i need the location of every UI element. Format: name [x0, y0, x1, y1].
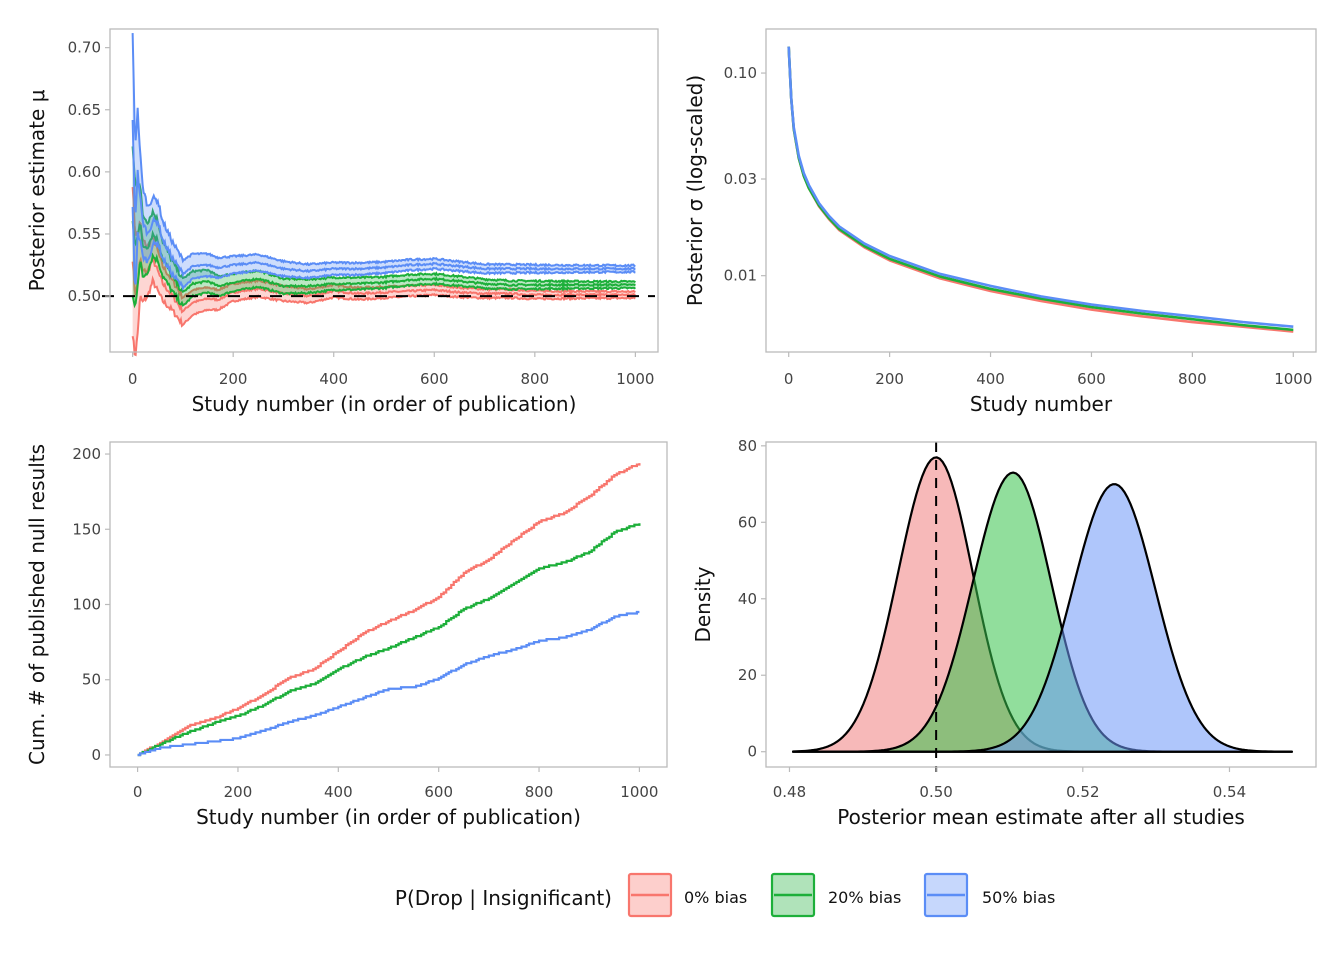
panel-posterior-sigma: 0 200 400 600 800 1000 0.01 0.03 0.10 Study numb…	[683, 28, 1317, 416]
y-tick-label: 80	[738, 437, 757, 455]
y-tick-label: 100	[72, 596, 101, 614]
x-tick-label: 1000	[616, 370, 654, 388]
x-tick-label: 800	[525, 783, 554, 801]
x-tick-label: 600	[420, 370, 449, 388]
upper-line-50pct	[131, 33, 636, 268]
x-axis-title: Study number	[970, 392, 1113, 416]
mean-line-50pct	[131, 120, 636, 278]
x-axis-title: Posterior mean estimate after all studie…	[837, 805, 1245, 829]
x-tick-label: 0.48	[773, 783, 806, 801]
legend-label-0pct: 0% bias	[684, 888, 747, 907]
y-tick-label: 0	[91, 746, 101, 764]
y-tick-label: 0.60	[68, 163, 101, 181]
x-tick-label: 200	[224, 783, 253, 801]
cumulative-line-0pct	[137, 463, 641, 757]
y-axis-title: Posterior estimate μ	[25, 89, 49, 291]
y-tick-label: 0	[747, 743, 757, 761]
x-tick-label: 800	[1178, 370, 1207, 388]
y-tick-label: 0.03	[724, 170, 757, 188]
lower-line-50pct	[131, 206, 636, 291]
sigma-line-0pct	[787, 46, 1294, 333]
mean-line-20pct	[131, 220, 636, 294]
plot-area	[102, 33, 655, 357]
y-tick-label: 0.65	[68, 101, 101, 119]
y-tick-label: 0.55	[68, 225, 101, 243]
legend-item-0pct[interactable]: 0% bias	[627, 872, 747, 918]
x-tick-label: 200	[219, 370, 248, 388]
panel-posterior-density: 0.48 0.50 0.52 0.54 0 20 40 60 80 Posterior mean…	[691, 437, 1317, 829]
y-tick-label: 150	[72, 520, 101, 538]
y-tick-label: 40	[738, 590, 757, 608]
y-tick-label: 50	[82, 671, 101, 689]
panel-posterior-mu: 0 200 400 600 800 1000 0.50 0.55 0.60 0.65 0.70 St…	[25, 28, 659, 416]
legend-label-50pct: 50% bias	[982, 888, 1055, 907]
plot-area	[137, 463, 641, 757]
panel-frame	[765, 441, 1317, 768]
sigma-line-50pct	[787, 46, 1294, 328]
x-tick-label: 600	[1077, 370, 1106, 388]
cumulative-line-20pct	[137, 523, 641, 757]
panel-frame	[765, 28, 1317, 353]
band-50pct	[132, 33, 636, 289]
y-tick-label: 0.50	[68, 287, 101, 305]
x-tick-label: 800	[521, 370, 550, 388]
x-tick-label: 0.54	[1213, 783, 1246, 801]
panel-cumulative-nulls: 0 200 400 600 800 1000 0 50 100 150 200 Study numb…	[25, 441, 668, 829]
plot-area	[787, 46, 1294, 333]
panel-frame	[109, 441, 668, 768]
x-tick-label: 0.50	[919, 783, 952, 801]
y-axis-title: Density	[691, 566, 715, 642]
x-tick-label: 400	[976, 370, 1005, 388]
y-tick-label: 0.01	[724, 267, 757, 285]
lower-line-0pct	[131, 275, 636, 357]
x-tick-label: 400	[324, 783, 353, 801]
legend-item-50pct[interactable]: 50% bias	[923, 872, 1055, 918]
x-tick-label: 1000	[1274, 370, 1312, 388]
legend-title: P(Drop | Insignificant)	[395, 886, 612, 910]
x-tick-label: 600	[424, 783, 453, 801]
y-tick-label: 20	[738, 666, 757, 684]
x-axis-title: Study number (in order of publication)	[192, 392, 577, 416]
y-tick-label: 0.70	[68, 39, 101, 57]
axes: 0 200 400 600 800 1000 0.01 0.03 0.10	[724, 64, 1313, 388]
axes: 0 200 400 600 800 1000 0.50 0.55 0.60 0.65 0.70	[68, 39, 655, 388]
x-tick-label: 1000	[620, 783, 658, 801]
x-tick-label: 0	[128, 370, 138, 388]
axes: 0.48 0.50 0.52 0.54 0 20 40 60 80	[738, 437, 1246, 801]
x-tick-label: 200	[875, 370, 904, 388]
legend-label-20pct: 20% bias	[828, 888, 901, 907]
lower-line-20pct	[131, 252, 636, 309]
x-axis-title: Study number (in order of publication)	[196, 805, 581, 829]
y-axis-title: Posterior σ (log-scaled)	[683, 75, 707, 306]
upper-line-20pct	[131, 146, 636, 285]
y-tick-label: 0.10	[724, 64, 757, 82]
y-axis-title: Cum. # of published null results	[25, 444, 49, 765]
x-tick-label: 400	[319, 370, 348, 388]
x-tick-label: 0	[133, 783, 143, 801]
axes: 0 200 400 600 800 1000 0 50 100 150 200	[72, 445, 658, 801]
x-tick-label: 0	[784, 370, 794, 388]
y-tick-label: 60	[738, 513, 757, 531]
cumulative-line-50pct	[137, 610, 640, 757]
legend-item-20pct[interactable]: 20% bias	[770, 872, 901, 918]
plot-area	[792, 442, 1293, 772]
sigma-line-20pct	[787, 46, 1294, 332]
y-tick-label: 200	[72, 445, 101, 463]
density-50pct	[792, 483, 1293, 753]
panel-frame	[109, 28, 659, 353]
x-tick-label: 0.52	[1066, 783, 1099, 801]
legend: P(Drop | Insignificant) 0% bias 20% bias…	[395, 872, 1055, 918]
